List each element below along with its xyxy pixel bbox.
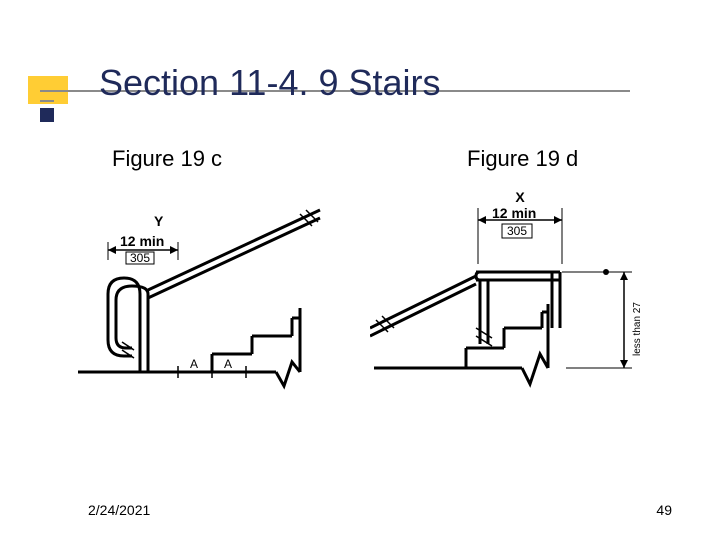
dim-12min-left: 12 min [120,233,164,249]
page-title: Section 11-4. 9 Stairs [99,62,441,104]
dim-axis-y: Y [154,213,164,229]
dim-axis-x: X [515,189,525,205]
side-label-lt27: less than 27 [632,302,643,356]
dim-12min-right: 12 min [492,205,536,221]
caption-figure-19d: Figure 19 d [467,146,578,172]
figure-19c: A A Y 12 min 305 [70,200,335,400]
caption-figure-19c: Figure 19 c [112,146,222,172]
dim-305-left: 305 [130,251,150,265]
accent-navy-box [40,108,54,122]
figure-19d: X 12 min 305 less than 27 [370,186,670,410]
seg-label-a2: A [224,357,232,371]
title-rule-short [40,100,54,102]
dim-305-right: 305 [507,224,527,238]
seg-label-a1: A [190,357,198,371]
footer-date: 2/24/2021 [88,502,150,518]
footer-page-number: 49 [656,502,672,518]
